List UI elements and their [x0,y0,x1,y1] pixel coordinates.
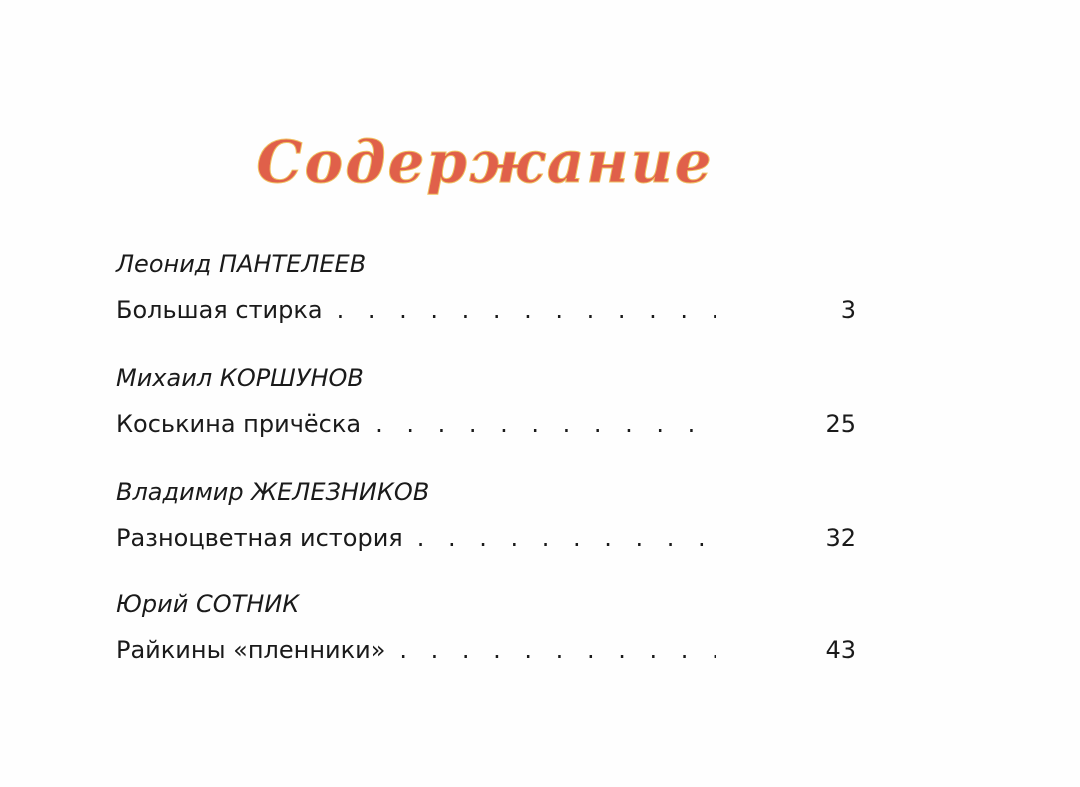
page-title: Содержание [256,128,714,197]
page-number: 32 [825,524,856,552]
dot-leader: . . . . . . . . . . . . . . . . . . . . … [375,410,716,438]
story-title: Райкины «пленники» [116,636,386,664]
dot-leader: . . . . . . . . . . . . . . . . . . . . … [399,636,716,664]
dot-leader: . . . . . . . . . . . . . . . . . . . . … [416,524,716,552]
author-name: Леонид ПАНТЕЛЕЕВ [116,250,367,278]
author-name: Юрий СОТНИК [116,590,300,618]
dot-leader: . . . . . . . . . . . . . . . . . . . . … [336,296,716,324]
story-title: Коськина причёска [116,410,362,438]
author-name: Михаил КОРШУНОВ [116,364,364,392]
page-number: 3 [840,296,856,324]
story-title: Большая стирка [116,296,323,324]
toc-entry: Михаил КОРШУНОВ Коськина причёска . . . .… [116,364,856,438]
toc-entry: Владимир ЖЕЛЕЗНИКОВ Разноцветная история… [116,478,856,552]
story-title: Разноцветная история [116,524,403,552]
toc-entry: Леонид ПАНТЕЛЕЕВ Большая стирка . . . . .… [116,250,856,324]
toc-entry: Юрий СОТНИК Райкины «пленники» . . . . . … [116,590,856,664]
author-name: Владимир ЖЕЛЕЗНИКОВ [116,478,430,506]
page-number: 25 [825,410,856,438]
page-number: 43 [825,636,856,664]
